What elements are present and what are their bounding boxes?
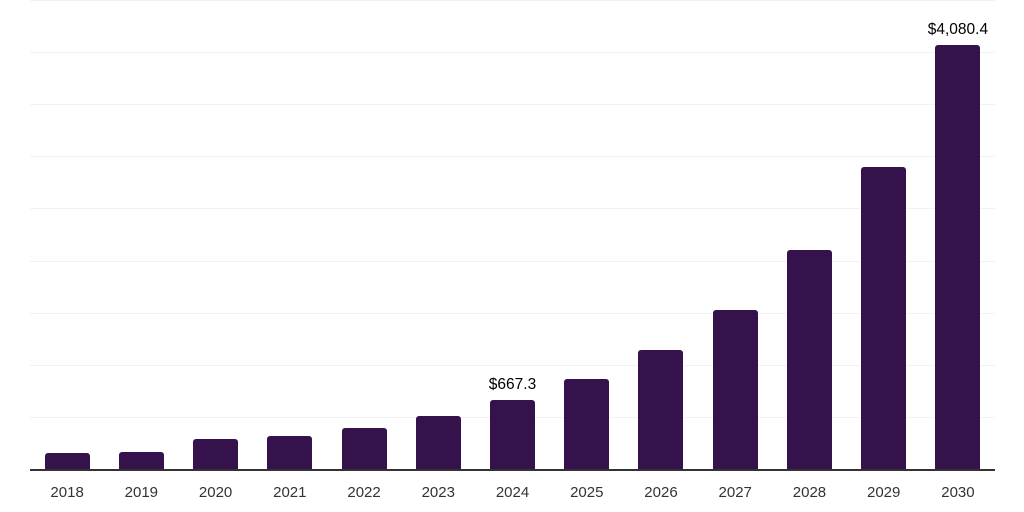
bar-slot-2021 <box>253 1 327 470</box>
bar-value-label-2030: $4,080.4 <box>927 20 989 38</box>
bar-slot-2020 <box>178 1 252 470</box>
bar-2025 <box>564 379 610 470</box>
bar-2027 <box>712 309 758 470</box>
bar-2020 <box>193 439 239 470</box>
bar-slot-2025 <box>550 1 624 470</box>
gridline <box>30 208 995 210</box>
gridline <box>30 0 995 1</box>
bar-2022 <box>341 428 387 470</box>
gridline <box>30 364 995 366</box>
bar-slot-2027 <box>698 1 772 470</box>
bar-2026 <box>638 349 684 470</box>
x-axis-line <box>30 469 995 471</box>
bar-2023 <box>415 415 461 470</box>
bar-slot-2026 <box>624 1 698 470</box>
gridline <box>30 312 995 314</box>
bar-slot-2018 <box>30 1 104 470</box>
bar-slot-2029 <box>847 1 921 470</box>
x-tick-2027: 2027 <box>718 484 752 501</box>
bar-slot-2024: $667.3 <box>475 1 549 470</box>
x-tick-2021: 2021 <box>273 484 307 501</box>
bar-slot-2019 <box>104 1 178 470</box>
bars: $667.3 $4,080.4 <box>30 1 995 470</box>
gridline <box>30 156 995 158</box>
bar-value-label-2024: $667.3 <box>488 376 537 394</box>
x-axis: 2018 2019 2020 2021 2022 2023 2024 2025 2026 2027… <box>30 471 995 501</box>
bar-slot-2028 <box>772 1 846 470</box>
x-tick-2018: 2018 <box>50 484 84 501</box>
x-tick-2026: 2026 <box>644 484 678 501</box>
bar-2029 <box>861 167 907 470</box>
bar-2028 <box>786 250 832 470</box>
bar-2021 <box>267 435 313 470</box>
gridline <box>30 260 995 262</box>
x-tick-2025: 2025 <box>570 484 604 501</box>
x-tick-2022: 2022 <box>347 484 381 501</box>
gridline <box>30 52 995 54</box>
gridline <box>30 104 995 106</box>
x-tick-2024: 2024 <box>495 484 530 501</box>
x-tick-2023: 2023 <box>421 484 455 501</box>
x-tick-2020: 2020 <box>198 484 233 501</box>
bar-slot-2023 <box>401 1 475 470</box>
x-tick-2030: 2030 <box>941 484 975 501</box>
bar-2024 <box>490 400 536 470</box>
x-tick-2028: 2028 <box>792 484 827 501</box>
plot-area: $667.3 $4,080.4 <box>30 0 995 471</box>
bar-2019 <box>118 451 164 470</box>
bar-2018 <box>44 452 90 470</box>
bar-slot-2030: $4,080.4 <box>921 1 995 470</box>
bar-slot-2022 <box>327 1 401 470</box>
x-tick-2019: 2019 <box>124 484 159 501</box>
x-tick-2029: 2029 <box>867 484 901 501</box>
bar-2030 <box>935 44 981 470</box>
